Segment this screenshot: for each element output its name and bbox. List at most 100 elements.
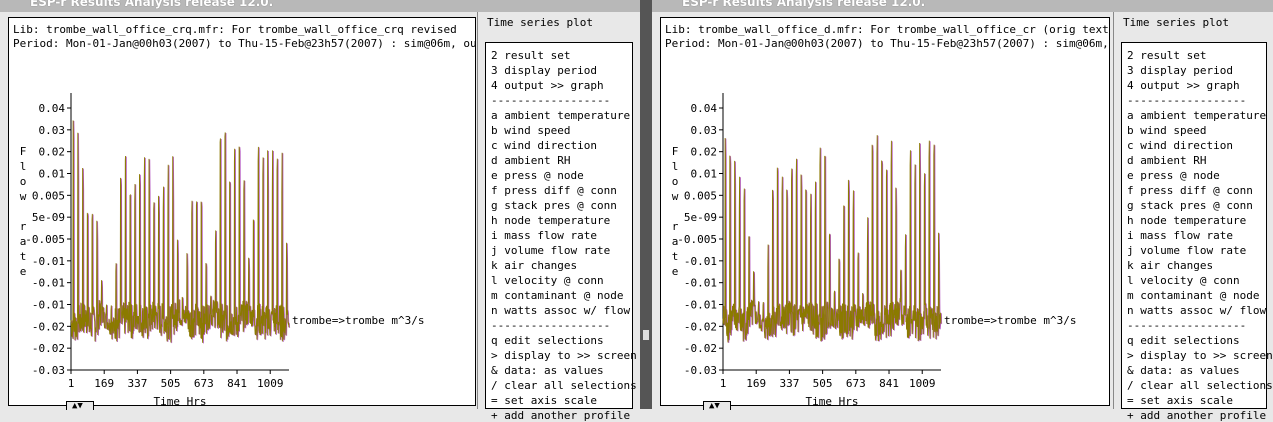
menu-item[interactable]: 2 result set bbox=[1127, 49, 1207, 62]
menu-item[interactable]: m contaminant @ node bbox=[1127, 289, 1260, 302]
menu-item[interactable]: l velocity @ conn bbox=[1127, 274, 1240, 287]
y-axis-label-letter: l bbox=[672, 160, 679, 173]
menu-item[interactable]: e press @ node bbox=[491, 169, 584, 182]
menu-item[interactable]: g stack pres @ conn bbox=[491, 199, 617, 212]
y-axis-label-letter: l bbox=[20, 160, 27, 173]
menu-item: ------------------ bbox=[491, 319, 611, 332]
lib-line: Lib: trombe_wall_office_crq.mfr: For tro… bbox=[13, 23, 457, 36]
menu-item[interactable]: c wind direction bbox=[491, 139, 597, 152]
x-tick-label: 169 bbox=[746, 377, 766, 390]
menu-item[interactable]: q edit selections bbox=[1127, 334, 1240, 347]
menu-item[interactable]: & data: as values bbox=[491, 364, 604, 377]
window-divider[interactable] bbox=[640, 0, 652, 409]
menu-item: ------------------ bbox=[491, 94, 611, 107]
y-tick-label: -0.01 bbox=[32, 277, 65, 290]
menu-item: ------------------ bbox=[1127, 319, 1247, 332]
menu-item[interactable]: m contaminant @ node bbox=[491, 289, 624, 302]
menu-item[interactable]: a ambient temperature bbox=[491, 109, 631, 122]
y-tick-label: 0.01 bbox=[691, 168, 718, 181]
tab-icon: ▲▼ bbox=[72, 401, 83, 411]
menu-item[interactable]: = set axis scale bbox=[491, 394, 597, 407]
menu-item[interactable]: = set axis scale bbox=[1127, 394, 1233, 407]
y-tick-label: 0.01 bbox=[39, 168, 66, 181]
window-title: ESP-r Results Analysis release 12.0. bbox=[30, 0, 274, 9]
menu-item[interactable]: j volume flow rate bbox=[491, 244, 611, 257]
menu-item[interactable]: h node temperature bbox=[491, 214, 611, 227]
y-tick-label: -0.01 bbox=[684, 299, 717, 312]
bottom-tab-left[interactable]: ▲▼ bbox=[66, 401, 94, 411]
menu-item[interactable]: k air changes bbox=[1127, 259, 1214, 272]
y-axis-label-letter: F bbox=[672, 145, 679, 158]
series-line bbox=[70, 120, 290, 343]
flow-rate-chart: 0.04 0.03 0.02 0.01 0.005 5e-09 -0.005 -0.01 -0.… bbox=[20, 93, 424, 405]
y-tick-label: -0.01 bbox=[684, 277, 717, 290]
y-tick-label: 0.04 bbox=[39, 102, 66, 115]
menu-item[interactable]: b wind speed bbox=[491, 124, 571, 137]
period-line: Period: Mon-01-Jan@00h03(2007) to Thu-15… bbox=[665, 37, 1110, 50]
menu-item[interactable]: 4 output >> graph bbox=[1127, 79, 1240, 92]
menu-item[interactable]: > display to >> screen bbox=[1127, 349, 1273, 362]
y-axis-label-letter: e bbox=[20, 265, 27, 278]
y-axis-label-letter: r bbox=[20, 220, 27, 233]
menu-item[interactable]: + add another profile bbox=[1127, 409, 1267, 422]
menu-item[interactable]: 3 display period bbox=[491, 64, 597, 77]
y-tick-label: 0.005 bbox=[32, 189, 65, 202]
x-tick-label: 505 bbox=[161, 377, 181, 390]
window-titlebar-left[interactable]: ESP-r Results Analysis release 12.0. bbox=[0, 0, 640, 12]
y-tick-label: 5e-09 bbox=[684, 211, 717, 224]
menu-item[interactable]: > display to >> screen bbox=[491, 349, 637, 362]
y-axis-label-letter: a bbox=[672, 235, 679, 248]
x-tick-label: 505 bbox=[813, 377, 833, 390]
x-tick-label: 673 bbox=[194, 377, 214, 390]
menu-item[interactable]: f press diff @ conn bbox=[1127, 184, 1253, 197]
menu-item: ------------------ bbox=[1127, 94, 1247, 107]
x-tick-label: 337 bbox=[127, 377, 147, 390]
window-titlebar-right[interactable]: ESP-r Results Analysis release 12.0. bbox=[652, 0, 1273, 12]
menu-item[interactable]: / clear all selections bbox=[491, 379, 637, 392]
series-line bbox=[722, 135, 942, 343]
y-tick-label: -0.01 bbox=[32, 299, 65, 312]
menu-panel-right: Time series plot 2 result set 3 display p… bbox=[1113, 12, 1273, 422]
menu-item[interactable]: 4 output >> graph bbox=[491, 79, 604, 92]
y-tick-label: -0.01 bbox=[32, 255, 65, 268]
menu-item[interactable]: b wind speed bbox=[1127, 124, 1207, 137]
y-tick-label: 0.03 bbox=[691, 124, 718, 137]
y-tick-label: -0.02 bbox=[32, 342, 65, 355]
graph-panel-left: Lib: trombe_wall_office_crq.mfr: For tro… bbox=[8, 17, 476, 406]
x-tick-label: 841 bbox=[879, 377, 899, 390]
bottom-tab-right[interactable]: ▲▼ bbox=[703, 401, 731, 411]
menu-item[interactable]: d ambient RH bbox=[491, 154, 571, 167]
menu-item[interactable]: k air changes bbox=[491, 259, 578, 272]
y-axis-label-letter: r bbox=[672, 220, 679, 233]
menu-item[interactable]: 3 display period bbox=[1127, 64, 1233, 77]
menu-item[interactable]: h node temperature bbox=[1127, 214, 1247, 227]
menu-item[interactable]: g stack pres @ conn bbox=[1127, 199, 1253, 212]
menu-item[interactable]: j volume flow rate bbox=[1127, 244, 1247, 257]
menu-item[interactable]: i mass flow rate bbox=[491, 229, 597, 242]
menu-item[interactable]: n watts assoc w/ flow bbox=[1127, 304, 1267, 317]
menu-item[interactable]: e press @ node bbox=[1127, 169, 1220, 182]
divider-handle[interactable] bbox=[643, 330, 649, 340]
y-tick-label: 0.005 bbox=[684, 189, 717, 202]
y-axis-label-letter: F bbox=[20, 145, 27, 158]
menu-item[interactable]: q edit selections bbox=[491, 334, 604, 347]
x-tick-label: 1009 bbox=[909, 377, 936, 390]
menu-item[interactable]: n watts assoc w/ flow bbox=[491, 304, 631, 317]
menu-item[interactable]: a ambient temperature bbox=[1127, 109, 1267, 122]
y-tick-label: 5e-09 bbox=[32, 211, 65, 224]
menu-item[interactable]: i mass flow rate bbox=[1127, 229, 1233, 242]
menu-item[interactable]: l velocity @ conn bbox=[491, 274, 604, 287]
x-tick-label: 1 bbox=[720, 377, 727, 390]
y-tick-label: -0.02 bbox=[32, 320, 65, 333]
series-label: trombe=>trombe m^3/s bbox=[944, 314, 1076, 327]
y-tick-label: -0.02 bbox=[684, 320, 717, 333]
menu-item[interactable]: c wind direction bbox=[1127, 139, 1233, 152]
y-tick-label: -0.02 bbox=[684, 342, 717, 355]
menu-item[interactable]: 2 result set bbox=[491, 49, 571, 62]
y-axis-label-letter: w bbox=[672, 190, 679, 203]
menu-item[interactable]: d ambient RH bbox=[1127, 154, 1207, 167]
menu-item[interactable]: / clear all selections bbox=[1127, 379, 1273, 392]
menu-item[interactable]: + add another profile bbox=[491, 409, 631, 422]
menu-item[interactable]: & data: as values bbox=[1127, 364, 1240, 377]
menu-item[interactable]: f press diff @ conn bbox=[491, 184, 617, 197]
